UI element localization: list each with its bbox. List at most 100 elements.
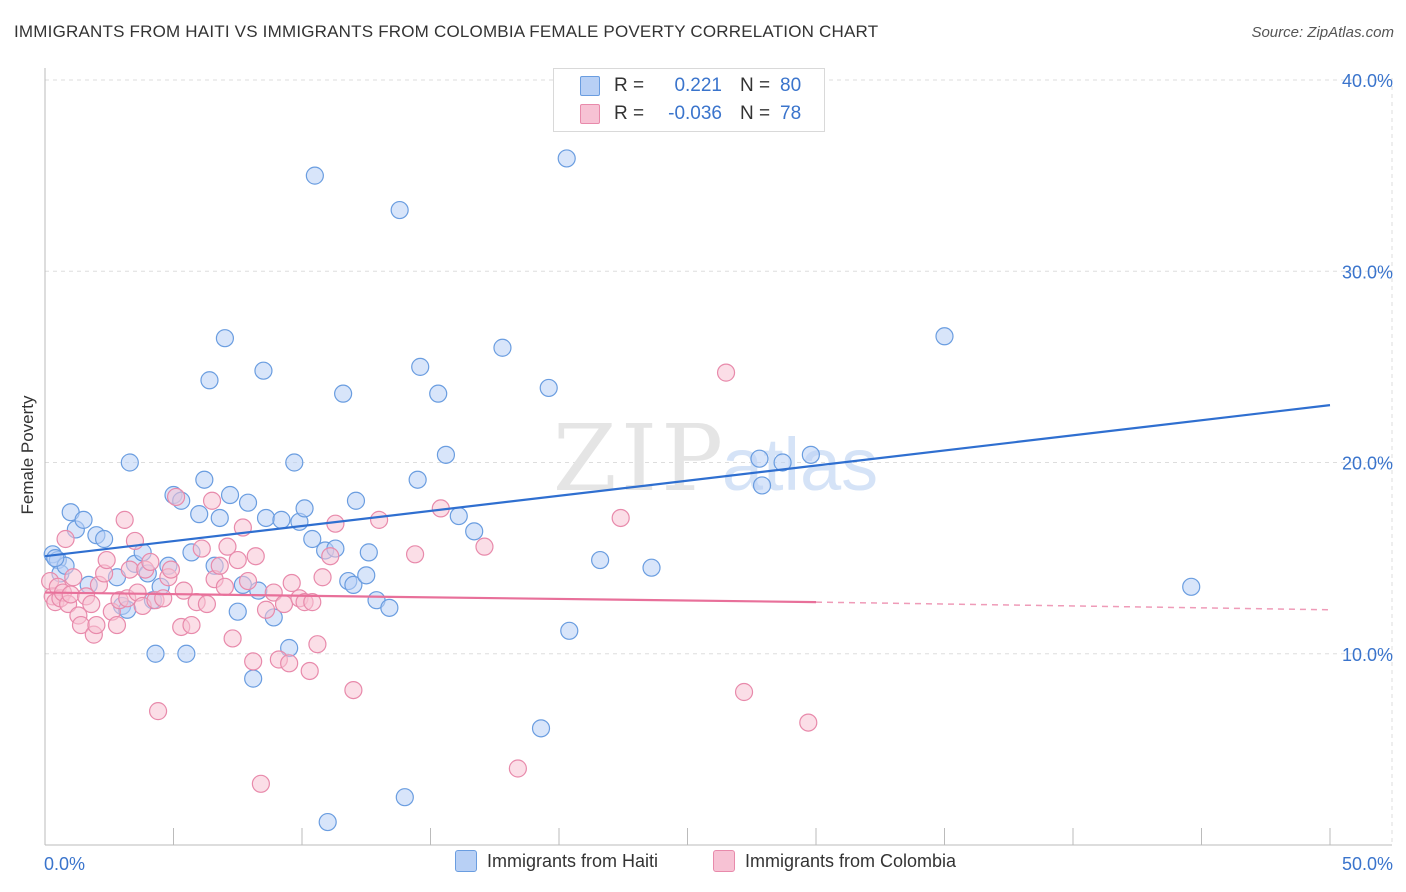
trend-line-colombia: [44, 591, 817, 604]
point-haiti: [642, 558, 661, 577]
point-haiti: [750, 449, 769, 468]
x-tick-label: 0.0%: [44, 854, 85, 874]
legend-item-haiti[interactable]: Immigrants from Haiti: [455, 850, 658, 872]
point-haiti: [591, 550, 610, 570]
point-colombia: [799, 713, 818, 732]
legend-swatch-haiti: [580, 76, 600, 96]
point-haiti: [344, 575, 363, 595]
point-colombia: [246, 547, 265, 566]
point-colombia: [210, 556, 229, 575]
legend-swatch-colombia: [580, 104, 600, 124]
point-haiti: [411, 357, 430, 376]
point-haiti: [95, 529, 114, 549]
point-haiti: [46, 549, 65, 568]
point-colombia: [274, 594, 294, 614]
point-colombia: [321, 547, 340, 566]
point-haiti: [357, 566, 376, 585]
point-haiti: [228, 602, 247, 621]
point-colombia: [251, 774, 270, 793]
point-colombia: [313, 568, 332, 587]
point-haiti: [449, 506, 468, 526]
point-haiti: [334, 384, 353, 403]
point-colombia: [115, 510, 134, 529]
chart-title: IMMIGRANTS FROM HAITI VS IMMIGRANTS FROM…: [14, 22, 879, 41]
y-tick-label: 40.0%: [1342, 71, 1393, 91]
legend-item-colombia[interactable]: Immigrants from Colombia: [713, 850, 956, 872]
point-haiti: [220, 485, 240, 505]
watermark-zip: ZIP: [553, 405, 727, 512]
point-colombia: [405, 545, 425, 564]
point-haiti: [305, 166, 324, 185]
y-tick-label: 10.0%: [1342, 645, 1393, 665]
point-colombia: [300, 661, 319, 681]
legend-swatch-haiti: [455, 850, 477, 872]
point-haiti: [773, 453, 792, 472]
point-haiti: [146, 644, 165, 663]
point-colombia: [107, 615, 127, 635]
legend-label-haiti: Immigrants from Haiti: [487, 850, 659, 871]
legend-r-label: R =: [614, 75, 645, 96]
point-haiti: [539, 378, 558, 398]
source-credit: Source: ZipAtlas.com: [1251, 24, 1394, 41]
point-colombia: [716, 363, 736, 382]
point-haiti: [254, 361, 273, 380]
legend-r-value: -0.036: [668, 103, 722, 124]
legend-label-colombia: Immigrants from Colombia: [745, 850, 957, 871]
point-haiti: [285, 453, 304, 472]
point-colombia: [256, 600, 276, 619]
point-haiti: [557, 149, 576, 168]
point-colombia: [182, 615, 201, 635]
point-colombia: [161, 560, 181, 579]
point-colombia: [215, 577, 234, 596]
point-colombia: [218, 537, 237, 556]
point-haiti: [190, 505, 209, 524]
point-colombia: [166, 487, 186, 507]
legend-r-value: 0.221: [674, 75, 722, 96]
point-colombia: [508, 759, 527, 778]
legend-swatch-colombia: [713, 850, 735, 872]
point-colombia: [148, 702, 168, 721]
point-haiti: [295, 499, 314, 518]
point-haiti: [318, 812, 337, 832]
point-haiti: [256, 508, 276, 528]
point-haiti: [531, 719, 551, 738]
point-haiti: [120, 453, 139, 472]
series-legend: Immigrants from Haiti Immigrants from Co…: [0, 850, 1406, 878]
point-colombia: [82, 594, 101, 614]
point-haiti: [752, 476, 772, 495]
y-tick-label: 20.0%: [1342, 454, 1393, 474]
point-colombia: [228, 550, 247, 570]
point-haiti: [1182, 577, 1201, 596]
point-colombia: [56, 529, 75, 549]
point-haiti: [238, 493, 258, 512]
grid-lines: [45, 78, 1393, 845]
point-haiti: [272, 510, 291, 529]
point-haiti: [346, 491, 366, 510]
point-colombia: [141, 552, 160, 572]
point-haiti: [436, 445, 456, 464]
point-colombia: [154, 589, 173, 608]
trend-line-colombia-extension: [815, 601, 1331, 611]
point-colombia: [244, 652, 263, 671]
point-haiti: [493, 338, 512, 357]
point-haiti: [560, 621, 579, 640]
point-colombia: [280, 654, 299, 673]
legend-n-label: N =: [740, 103, 771, 124]
point-haiti: [935, 327, 954, 346]
point-haiti: [210, 508, 229, 528]
stats-legend: R = 0.221 N = 80 R = -0.036 N = 78: [553, 68, 825, 132]
watermark-atlas: atlas: [722, 423, 878, 506]
legend-n-label: N =: [740, 75, 771, 96]
x-tick-label: 50.0%: [1342, 854, 1393, 874]
point-colombia: [223, 629, 242, 648]
point-colombia: [120, 560, 139, 579]
point-colombia: [734, 682, 754, 702]
point-colombia: [192, 539, 211, 558]
point-colombia: [303, 593, 322, 612]
point-haiti: [74, 510, 93, 529]
legend-row-haiti: R = 0.221 N = 80: [554, 72, 820, 100]
point-colombia: [344, 680, 363, 700]
tick-labels: 10.0% 20.0% 30.0% 40.0% 0.0% 50.0%: [44, 71, 1393, 874]
legend-n-value: 78: [780, 103, 802, 124]
